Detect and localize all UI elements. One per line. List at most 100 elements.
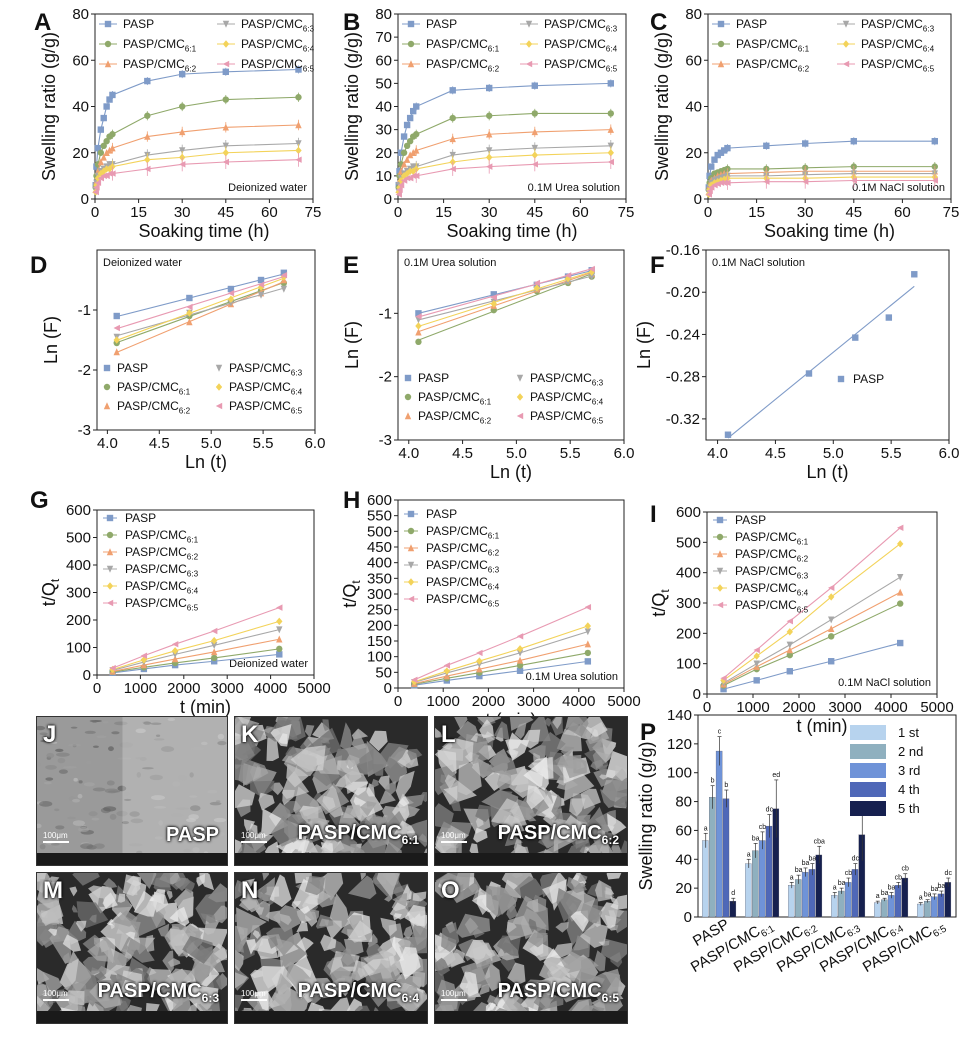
data-point [106, 146, 113, 154]
sem-flake [468, 941, 496, 965]
sem-grain [178, 775, 188, 781]
data-point [531, 161, 538, 168]
bar [937, 893, 945, 918]
data-point [897, 524, 904, 531]
y-tick-label: 20 [685, 145, 702, 162]
data-point [276, 617, 283, 626]
sem-sample-name: PASP [166, 824, 219, 846]
data-point [717, 176, 725, 185]
data-point [584, 640, 592, 648]
x-tick-label: 3000 [211, 680, 244, 697]
fit-line [116, 281, 285, 344]
bar [745, 863, 752, 918]
data-point [531, 110, 538, 117]
data-point [106, 96, 113, 103]
condition-annotation: 0.1M Urea solution [528, 182, 620, 194]
sem-grain [171, 813, 184, 817]
panel-letter: C [650, 9, 667, 36]
bar [801, 872, 809, 918]
sem-grain [103, 806, 117, 812]
sem-flake [614, 908, 625, 918]
sem-highlight [122, 717, 227, 865]
sem-sample-name: PASP/CMC [297, 980, 402, 1002]
data-point [97, 158, 105, 166]
data-point [171, 655, 179, 663]
sem-flake [579, 922, 609, 948]
legend-label: PASP/CMC6:3 [426, 558, 500, 575]
y-tick-label: 70 [375, 29, 392, 46]
data-point [276, 626, 283, 634]
legend-label: PASP/CMC6:3 [544, 17, 618, 34]
sem-flake [136, 873, 157, 890]
sem-flake [485, 1002, 496, 1012]
significance-letter: ba [802, 860, 810, 867]
sem-flake [419, 791, 427, 803]
condition-annotation: 0.1M Urea solution [526, 671, 618, 683]
x-tick-label: 0 [91, 204, 99, 221]
panel-letter: I [650, 501, 657, 528]
sem-flake [262, 873, 269, 881]
sem-flake [435, 738, 474, 773]
data-point [724, 179, 731, 187]
chart-C: C 0 20 40 60 80 0 15 30 45 60 75 Soaking time (h) Swe… [650, 6, 959, 241]
sem-flake [559, 955, 599, 974]
sem-flake [339, 981, 348, 997]
legend-label: PASP/CMC6:2 [426, 57, 500, 74]
legend-marker [106, 599, 114, 607]
legend-label: PASP/CMC6:5 [861, 57, 935, 74]
data-point [276, 635, 283, 643]
data-point [607, 110, 614, 117]
significance-letter: a [919, 895, 923, 902]
data-point [295, 140, 302, 148]
legend-label: PASP/CMC6:2 [123, 57, 197, 74]
y-tick-label: -1 [379, 305, 392, 322]
bar-group: a b c b d [702, 729, 737, 918]
significance-letter: ba [752, 835, 760, 842]
data-point [222, 123, 229, 131]
sem-scale-bar: 100μm [241, 831, 267, 843]
sem-flake [339, 722, 353, 752]
fit-line [116, 287, 285, 337]
significance-letter: ba [795, 867, 803, 874]
sem-flake [556, 887, 582, 923]
sem-flake [449, 948, 465, 968]
chart-B: B 0 10 20 30 40 50 60 70 80 0 15 30 45 60 75 Soaking tim… [342, 6, 634, 241]
sem-flake [615, 765, 627, 781]
x-tick-label: 4.5 [452, 445, 473, 462]
data-point [828, 593, 835, 601]
data-point [564, 272, 572, 279]
sem-flake [246, 939, 257, 955]
data-point [897, 574, 904, 581]
x-tick-label: 4.0 [398, 445, 419, 462]
sem-sample-label: PASP [166, 824, 219, 847]
y-tick-label: 0 [83, 667, 91, 684]
y-tick-label: 80 [72, 6, 89, 23]
data-point [476, 649, 483, 657]
sem-grain [109, 813, 117, 820]
sem-flake [76, 920, 87, 932]
data-point [257, 281, 265, 288]
sem-flake [599, 774, 608, 780]
sem-scale-bar: 100μm [43, 831, 69, 843]
sem-grain [50, 842, 60, 846]
sem-grain [72, 820, 85, 826]
sem-flake [497, 770, 512, 791]
bar [702, 840, 709, 918]
data-point [531, 151, 538, 159]
sem-grain [37, 725, 46, 731]
y-tick-label: 100 [367, 649, 392, 666]
legend-label: PASP [426, 507, 457, 521]
data-point [828, 633, 835, 640]
legend-swatch [850, 744, 886, 759]
bar [808, 869, 816, 918]
sem-flake [266, 737, 279, 762]
data-point [724, 431, 732, 438]
sem-flake [409, 922, 427, 954]
sem-flake [126, 937, 155, 963]
chart-G: G 0 100 200 300 400 500 600 0 1000 2000 3000 4000 500… [30, 487, 331, 717]
data-point [476, 672, 483, 680]
data-point [486, 147, 493, 155]
x-tick-label: 5000 [920, 699, 953, 716]
data-point [724, 144, 731, 152]
sem-flake [543, 717, 551, 727]
